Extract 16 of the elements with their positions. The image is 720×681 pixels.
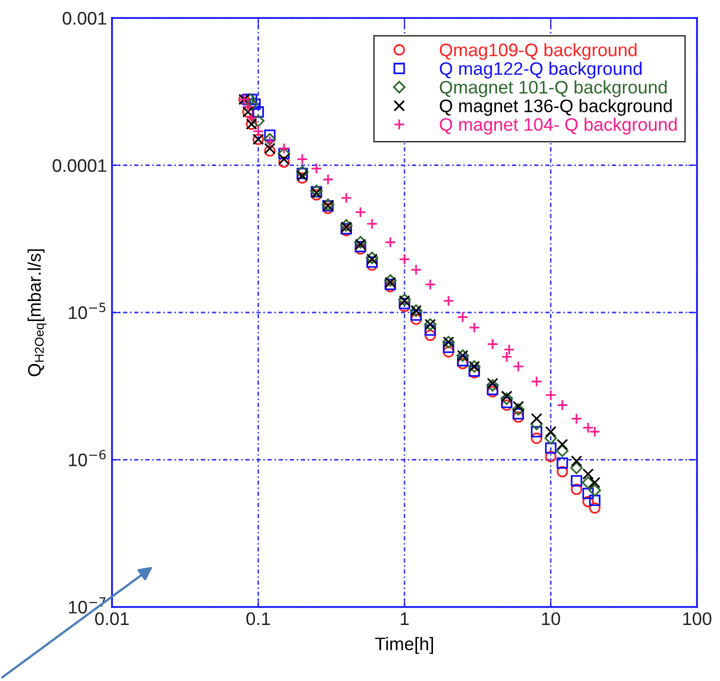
y-tick-label: 10$^{−5}$ (68, 302, 106, 320)
x-tick-label: 0.01 (95, 612, 129, 626)
y-tick-label: 0.0001 (52, 159, 106, 172)
legend-label: Qmagnet 101-Q background (440, 80, 667, 98)
legend-label: Q magnet 104- Q background (440, 118, 677, 134)
x-axis-title: Time[h] (375, 637, 433, 654)
x-tick-label: 0.1 (246, 612, 270, 626)
x-tick-label: 100 (683, 612, 712, 626)
y-axis-title: Q$_{H2Oeq}$[mbar.l/s] (28, 249, 46, 376)
x-tick-label: 10 (542, 612, 560, 626)
y-tick-label: 0.001 (62, 12, 106, 25)
legend-label: Q magnet 136-Q background (440, 98, 672, 116)
legend-label: Qmag109-Q background (440, 43, 637, 60)
x-tick-label: 1 (400, 612, 409, 625)
legend-label: Q mag122-Q background (440, 62, 642, 79)
y-tick-label: 10$^{−6}$ (68, 450, 106, 466)
